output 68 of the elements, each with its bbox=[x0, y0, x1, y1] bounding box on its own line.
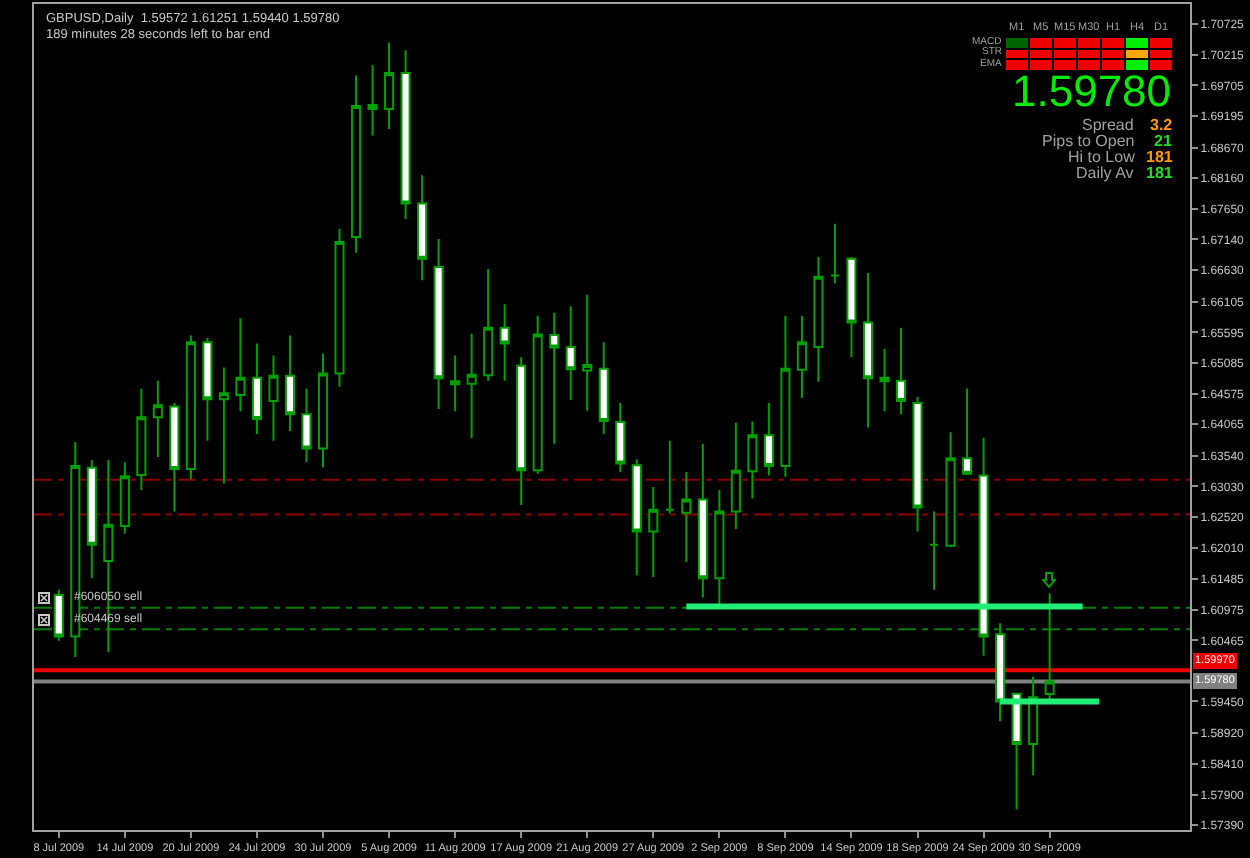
candlestick bbox=[681, 470, 692, 564]
candlestick bbox=[218, 366, 229, 485]
candlestick bbox=[631, 458, 642, 577]
candlestick bbox=[235, 317, 246, 413]
candlestick bbox=[1011, 692, 1022, 811]
candlestick bbox=[549, 311, 560, 445]
annotation: Pips to Open bbox=[1042, 132, 1135, 150]
candlestick bbox=[747, 420, 758, 500]
candlestick bbox=[598, 341, 609, 436]
candlestick bbox=[582, 293, 593, 412]
candlestick bbox=[251, 342, 262, 436]
candlestick bbox=[152, 379, 163, 458]
candlestick bbox=[813, 255, 824, 383]
annotation: 1.59780 bbox=[1012, 66, 1172, 116]
candlestick bbox=[928, 510, 940, 591]
annotation: Daily Av bbox=[1076, 164, 1134, 182]
candlestick bbox=[202, 337, 213, 442]
candlestick bbox=[532, 314, 543, 475]
candlestick bbox=[648, 485, 659, 579]
candlestick bbox=[846, 255, 857, 359]
candlestick bbox=[136, 387, 147, 491]
candlestick bbox=[384, 41, 395, 130]
candlestick bbox=[945, 431, 956, 549]
candlestick bbox=[912, 395, 923, 533]
annotation: Hi to Low bbox=[1068, 148, 1135, 166]
candlestick bbox=[317, 352, 329, 469]
candlestick bbox=[796, 314, 807, 400]
annotation: 181 bbox=[1146, 164, 1173, 182]
annotation: 3.2 bbox=[1150, 116, 1173, 134]
candlestick bbox=[1044, 592, 1055, 704]
candlestick bbox=[995, 622, 1006, 723]
candlestick bbox=[334, 227, 345, 388]
candlestick bbox=[1028, 675, 1039, 777]
candlestick bbox=[697, 442, 708, 599]
candlestick bbox=[664, 439, 675, 515]
candlestick bbox=[879, 347, 890, 413]
candlestick bbox=[829, 222, 840, 285]
candlestick bbox=[433, 237, 444, 410]
candlestick bbox=[780, 314, 791, 478]
candlestick bbox=[450, 354, 461, 413]
candlestick bbox=[284, 334, 296, 433]
candlestick bbox=[301, 387, 312, 464]
candlestick bbox=[730, 421, 741, 531]
candlestick bbox=[268, 354, 279, 442]
candlestick bbox=[350, 74, 362, 254]
candlestick bbox=[466, 332, 477, 440]
candlestick bbox=[417, 174, 428, 282]
candlestick bbox=[499, 303, 510, 382]
candlestick bbox=[119, 461, 130, 535]
candlestick bbox=[185, 334, 196, 481]
annotation: 21 bbox=[1154, 132, 1172, 150]
candlestick bbox=[862, 272, 874, 429]
candlestick bbox=[169, 401, 180, 513]
candlestick bbox=[400, 49, 411, 221]
candlestick bbox=[895, 326, 907, 416]
annotation: 181 bbox=[1146, 148, 1173, 166]
candlestick bbox=[516, 356, 527, 506]
candlestick bbox=[565, 305, 576, 401]
annotation: Spread bbox=[1082, 116, 1134, 134]
candlestick bbox=[962, 387, 973, 476]
candlestick bbox=[86, 458, 97, 580]
candlestick bbox=[483, 267, 494, 382]
candlestick bbox=[53, 588, 64, 642]
candlestick bbox=[978, 436, 989, 657]
candlestick bbox=[763, 401, 774, 477]
candlestick bbox=[714, 488, 725, 606]
candlestick bbox=[615, 401, 626, 473]
candlestick bbox=[367, 64, 378, 137]
